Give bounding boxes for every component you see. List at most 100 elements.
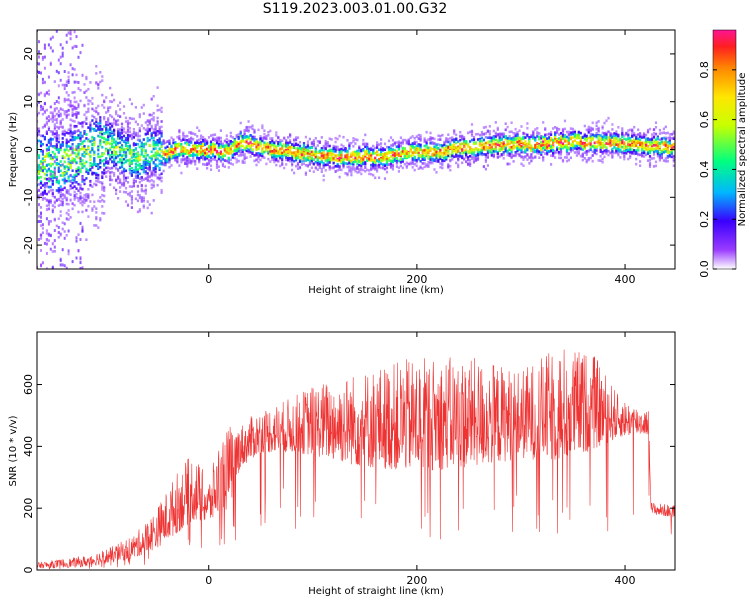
spectrogram-cell — [364, 161, 367, 164]
spectrogram-cell — [332, 161, 335, 165]
spectrogram-cell — [279, 152, 282, 155]
spectrogram-cell — [136, 199, 139, 203]
spectrogram-cell — [61, 178, 64, 182]
spectrogram-cell — [202, 157, 205, 161]
spectrogram-cell — [320, 157, 323, 161]
spectrogram-cell — [57, 170, 60, 173]
spectrogram-cell — [168, 142, 171, 145]
spectrogram-cell — [148, 160, 151, 164]
spectrogram-cell — [113, 164, 116, 168]
spectrogram-cell — [122, 148, 126, 151]
spectrogram-cell — [144, 166, 147, 169]
spectrogram-cell — [213, 158, 217, 161]
spectrogram-cell — [417, 153, 420, 157]
spectrogram-cell — [115, 120, 118, 123]
spectrogram-cell — [115, 156, 118, 160]
spectrogram-cell — [589, 126, 592, 130]
spectrogram-cell — [59, 174, 62, 177]
spectrogram-cell — [391, 138, 394, 142]
spectrogram-cell — [273, 155, 276, 159]
spectrogram-cell — [85, 238, 88, 241]
spectrogram-cell — [591, 128, 594, 131]
spectrogram-cell — [109, 114, 112, 117]
spectrogram-cell — [119, 153, 122, 157]
spectrogram-cell — [275, 156, 278, 159]
spectrogram-cell — [146, 159, 149, 163]
spectrogram-cell — [107, 118, 110, 122]
spectrogram-cell — [77, 136, 80, 140]
spectrogram-cell — [188, 140, 191, 143]
spectrogram-cell — [225, 148, 228, 152]
spectrogram-cell — [364, 133, 367, 137]
spectrogram-cell — [447, 137, 450, 141]
spectrogram-cell — [152, 145, 155, 148]
spectrogram-cell — [356, 153, 359, 157]
spectrogram-cell — [393, 141, 396, 145]
spectrogram-cell — [67, 176, 70, 180]
spectrogram-cell — [140, 150, 143, 154]
spectrogram-cell — [53, 160, 56, 164]
spectrogram-cell — [476, 151, 480, 155]
spectrogram-cell — [559, 150, 563, 153]
spectrogram-cell — [140, 179, 143, 182]
spectrogram-cell — [291, 153, 294, 156]
spectrogram-cell — [536, 151, 539, 155]
spectrogram-cell — [59, 62, 62, 66]
spectrogram-cell — [453, 146, 456, 149]
spectrogram-cell — [140, 124, 143, 127]
spectrogram-cell — [209, 141, 213, 145]
spectrogram-cell — [182, 152, 185, 155]
spectrogram-cell — [253, 135, 256, 139]
spectrogram-cell — [51, 145, 54, 148]
spectrogram-cell — [298, 140, 302, 144]
spectrogram-cell — [146, 179, 149, 182]
spectrogram-cell — [101, 93, 104, 97]
spectrogram-cell — [518, 139, 521, 142]
spectrogram-cell — [120, 159, 124, 162]
spectrogram-cell — [57, 169, 60, 172]
spectrogram-cell — [372, 150, 375, 153]
spectrogram-cell — [53, 132, 56, 136]
spectrogram-cell — [490, 151, 493, 154]
spectrogram-cell — [146, 206, 149, 210]
spectrogram-cell — [89, 200, 92, 203]
spectrogram-cell — [350, 141, 353, 145]
spectrogram-cell — [89, 184, 92, 187]
spectrogram-cell — [419, 166, 422, 170]
spectrogram-cell — [401, 150, 404, 153]
spectrogram-cell — [494, 121, 497, 124]
spectrogram-cell — [77, 149, 80, 153]
spectrogram-cell — [49, 201, 52, 204]
spectrogram-cell — [548, 146, 551, 150]
spectrogram-cell — [61, 54, 64, 58]
spectrogram-cell — [453, 140, 456, 144]
spectrogram-cell — [407, 151, 410, 155]
spectrogram-cell — [510, 145, 513, 149]
spectrogram-cell — [37, 194, 41, 197]
spectrogram-cell — [237, 146, 240, 149]
spectrogram-cell — [111, 152, 114, 156]
spectrogram-cell — [415, 164, 418, 168]
spectrogram-cell — [295, 158, 298, 162]
spectrogram-cell — [57, 197, 60, 201]
spectrogram-cell — [130, 137, 133, 141]
spectrogram-cell — [389, 165, 393, 169]
spectrogram-cell — [259, 135, 262, 138]
spectrogram-cell — [540, 153, 543, 156]
spectrogram-cell — [39, 108, 43, 112]
spectrogram-cell — [219, 143, 222, 146]
spectrogram-cell — [506, 136, 509, 140]
spectrogram-cell — [146, 130, 149, 134]
spectrogram-cell — [87, 196, 90, 200]
spectrogram-cell — [200, 148, 203, 152]
spectrogram-cell — [370, 163, 373, 167]
spectrogram-cell — [528, 141, 531, 145]
spectrogram-cell — [558, 156, 561, 160]
spectrogram-cell — [120, 136, 124, 139]
spectrogram-cell — [77, 153, 80, 156]
spectrogram-cell — [338, 158, 341, 162]
spectrogram-cell — [105, 140, 108, 144]
spectrogram-cell — [53, 166, 56, 170]
spectrogram-cell — [77, 197, 80, 200]
spectrogram-cell — [389, 136, 393, 139]
